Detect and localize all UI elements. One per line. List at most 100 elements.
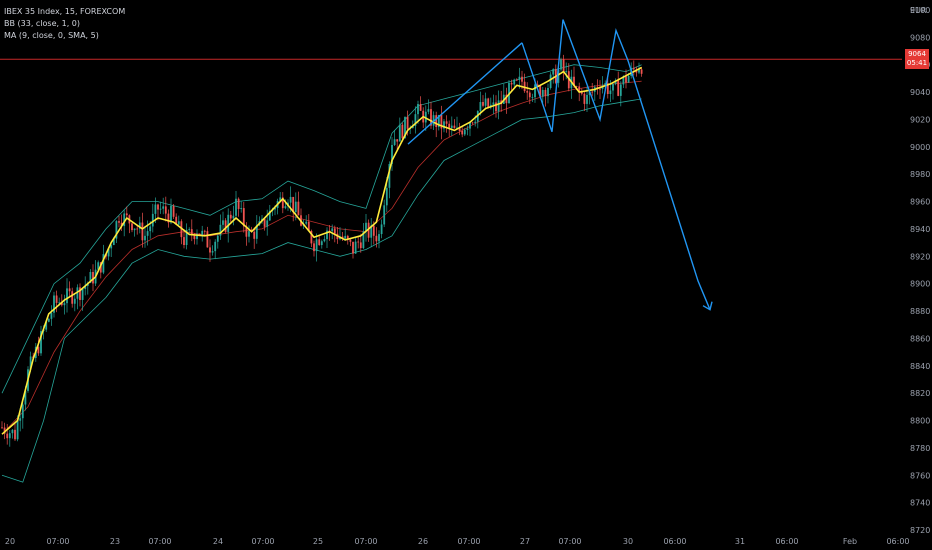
bb-lower-line (1, 98, 642, 483)
candle-body (154, 204, 157, 214)
time-axis[interactable]: 20 07:00 23 07:00 24 07:00 25 07:00 26 07:00 27 07:… (5, 537, 910, 546)
candle-body (151, 213, 154, 227)
candle-body (484, 98, 487, 106)
candle-body (8, 433, 11, 439)
candle-body (578, 86, 581, 92)
x-tick-label: 07:00 (46, 537, 69, 546)
candle-body (534, 84, 536, 98)
candle-body (419, 104, 422, 111)
candle-body (430, 109, 432, 126)
candle-body (73, 298, 76, 304)
y-tick-label: 8780 (910, 444, 930, 453)
candle-body (461, 131, 464, 135)
candle-body (68, 288, 71, 292)
candle-body (510, 82, 513, 85)
candle-body (401, 124, 404, 139)
arrow-head (702, 301, 713, 311)
candle-body (47, 318, 50, 322)
candle-body (638, 69, 640, 73)
candle-body (627, 75, 630, 83)
candle-body (417, 104, 419, 115)
candle-body (294, 201, 297, 213)
y-tick-label: 8880 (910, 307, 930, 316)
candle-body (479, 102, 482, 112)
candle-body (482, 102, 484, 106)
candle-body (253, 231, 256, 239)
candle-body (469, 122, 471, 129)
candle-body (201, 230, 204, 236)
x-tick-label: 06:00 (886, 537, 909, 546)
candle-body (528, 92, 531, 98)
candle-body (456, 127, 458, 129)
candle-body (604, 83, 607, 86)
candle-body (305, 221, 308, 224)
candle-body (3, 427, 6, 434)
candle-body (396, 139, 399, 142)
ma-line (1, 66, 642, 435)
candle-body (471, 122, 474, 124)
candle-body (97, 262, 100, 270)
candle-body (640, 69, 643, 74)
bb-indicator-label[interactable]: BB (33, close, 1, 0) (4, 19, 80, 28)
candle-body (133, 228, 136, 231)
candle-body (279, 197, 282, 202)
candle-body (37, 346, 40, 354)
candle-body (515, 79, 518, 81)
y-tick-label: 8920 (910, 252, 930, 261)
candle-body (131, 223, 133, 231)
candle-body (323, 239, 326, 242)
candle-body (495, 102, 497, 112)
candle-body (547, 88, 549, 97)
candle-body (120, 222, 123, 227)
candle-body (320, 241, 323, 246)
trend-drawings[interactable] (407, 19, 713, 311)
candle-body (354, 241, 357, 254)
candle-body (518, 76, 521, 80)
candle-body (599, 88, 601, 90)
symbol-label[interactable]: IBEX 35 Index, 15, FOREXCOM (4, 7, 126, 16)
candle-body (224, 220, 227, 232)
candle-body (60, 302, 63, 306)
candle-body (172, 205, 175, 217)
candle-body (362, 231, 365, 249)
price-axis[interactable]: 9100908090609040902090008980896089408920… (910, 6, 930, 535)
candle-body (248, 231, 250, 237)
candle-body (6, 433, 9, 439)
candle-body (557, 69, 560, 83)
candle-body (606, 83, 609, 95)
candle-body (388, 163, 391, 188)
y-tick-label: 9100 (910, 6, 930, 15)
candle-body (16, 420, 19, 440)
candle-body (619, 84, 622, 96)
candle-body (19, 418, 22, 421)
candle-body (586, 94, 588, 104)
candle-body (333, 228, 336, 234)
candle-body (549, 74, 552, 89)
candle-body (310, 230, 313, 244)
candle-body (222, 220, 224, 225)
candle-body (463, 129, 466, 135)
candle-body (112, 238, 115, 246)
candle-body (102, 254, 105, 273)
candle-body (14, 429, 16, 440)
candle-body (89, 271, 92, 283)
y-tick-label: 8740 (910, 499, 930, 508)
y-tick-label: 8820 (910, 389, 930, 398)
candle-body (544, 89, 547, 97)
candle-body (344, 235, 347, 239)
candle-body (591, 91, 594, 93)
y-tick-label: 9040 (910, 88, 930, 97)
candle-body (437, 114, 440, 128)
candle-body (497, 100, 500, 112)
candle-body (219, 224, 222, 236)
candle-body (313, 243, 315, 252)
y-tick-label: 8840 (910, 362, 930, 371)
ma-indicator-label[interactable]: MA (9, close, 0, SMA, 5) (4, 31, 99, 40)
candle-body (162, 206, 165, 209)
candle-body (177, 221, 180, 225)
y-tick-label: 8860 (910, 334, 930, 343)
candle-body (183, 237, 185, 246)
candle-body (81, 288, 84, 300)
y-tick-label: 9020 (910, 115, 930, 124)
